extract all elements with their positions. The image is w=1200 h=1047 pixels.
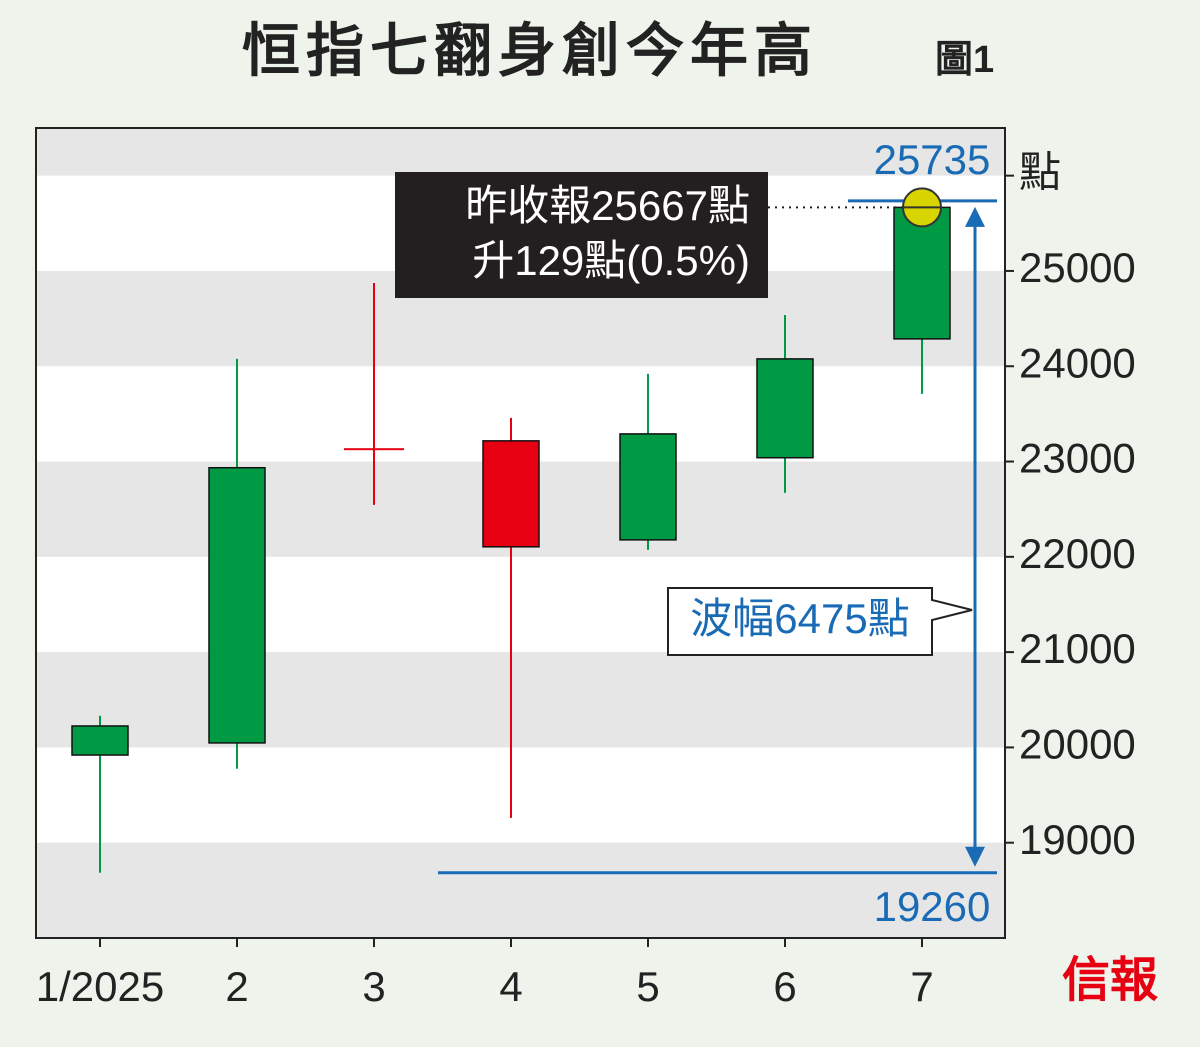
candle-body (756, 358, 814, 459)
candle-body (71, 725, 129, 756)
arrow-head (965, 206, 985, 227)
band (36, 747, 1005, 843)
high-label: 25735 (874, 136, 991, 183)
y-tick-label: 19000 (1019, 816, 1136, 863)
candle-body (344, 448, 404, 451)
x-tick-label: 5 (636, 963, 659, 1010)
candle-body (893, 206, 951, 340)
x-tick-label: 3 (362, 963, 385, 1010)
close-text: 升129點(0.5%) (472, 237, 750, 284)
low-label: 19260 (874, 883, 991, 930)
x-tick-label: 2 (225, 963, 248, 1010)
y-tick-label: 25000 (1019, 244, 1136, 291)
range-text: 波幅6475點 (690, 595, 909, 642)
y-tick-label: 23000 (1019, 435, 1136, 482)
candle-body (208, 466, 266, 744)
y-tick-label: 點 (1019, 149, 1061, 196)
range-box (667, 587, 973, 656)
x-tick-label: 6 (773, 963, 796, 1010)
source: 信報 (1062, 954, 1158, 1007)
plot-border (35, 127, 1006, 939)
arrow-head (965, 846, 985, 867)
close-box (395, 172, 768, 298)
y-tick-label: 24000 (1019, 339, 1136, 386)
candle-body (482, 440, 540, 548)
x-tick-label: 4 (499, 963, 522, 1010)
y-tick-label: 20000 (1019, 721, 1136, 768)
candle-body (619, 433, 677, 541)
x-tick-label: 1/2025 (36, 963, 164, 1010)
plot-area: 19000 20000 21000 22000 23000 24000 25000 點 1/20… (35, 127, 1136, 1010)
y-tick-label: 22000 (1019, 530, 1136, 577)
close-text: 昨收報25667點 (465, 182, 750, 229)
figure-label: 圖1 (935, 39, 994, 81)
y-tick-label: 21000 (1019, 625, 1136, 672)
x-tick-label: 7 (910, 963, 933, 1010)
chart-title: 恒指七翻身創今年高 (242, 18, 818, 83)
